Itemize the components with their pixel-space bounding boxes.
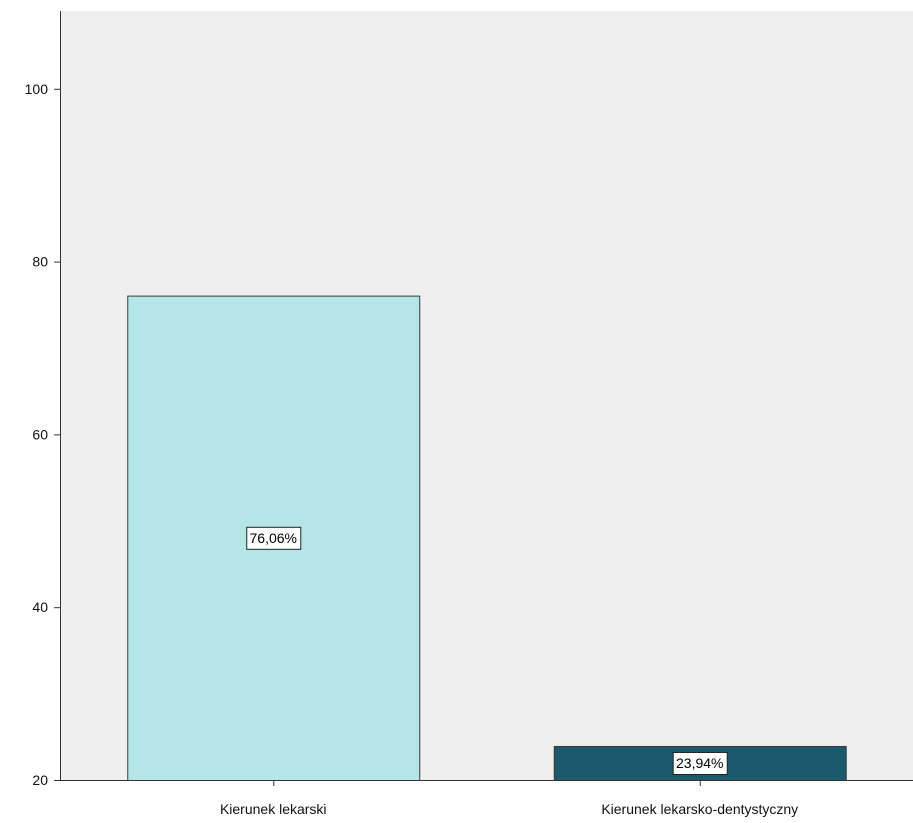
x-ticks-group: Kierunek lekarski Kierunek lekarsko-denty… [220, 780, 798, 817]
x-tick-label: Kierunek lekarsko-dentystyczny [601, 801, 798, 817]
data-label-box-1 [246, 526, 302, 550]
y-tick-label: 80 [32, 254, 48, 270]
y-ticks-group: 20 40 60 80 100 [25, 81, 60, 788]
y-tick-label: 100 [25, 81, 49, 97]
data-labels-group: 76,06% 23,94% [246, 526, 728, 775]
data-label-2: 23,94% [676, 755, 723, 771]
x-tick-label: Kierunek lekarski [220, 801, 327, 817]
data-label-box-2 [672, 751, 728, 775]
y-tick-label: 60 [32, 426, 48, 442]
data-label-1: 76,06% [250, 530, 297, 546]
y-tick-label: 40 [32, 599, 48, 615]
y-tick-label: 20 [32, 772, 48, 788]
